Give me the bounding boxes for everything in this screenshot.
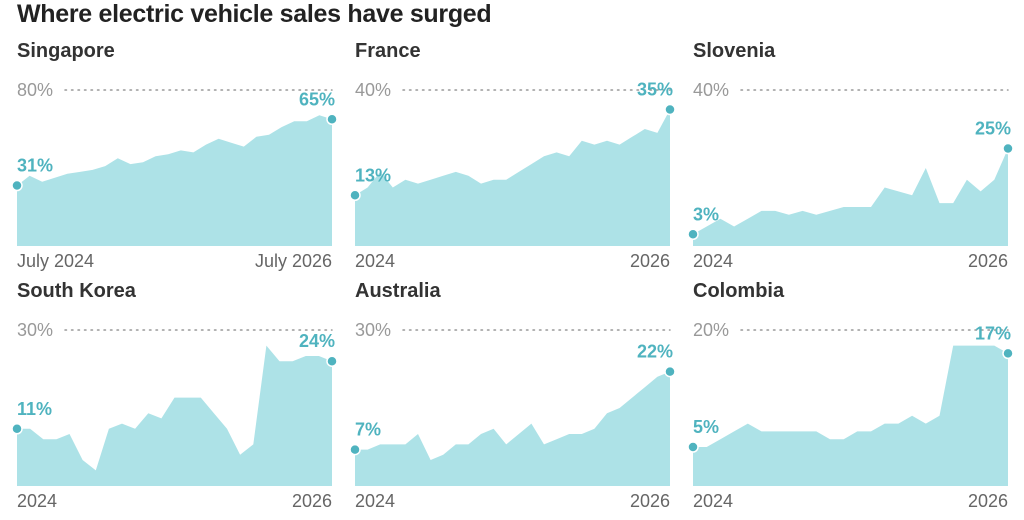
start-value-label: 3% bbox=[693, 204, 719, 224]
end-point bbox=[326, 355, 338, 367]
y-gridline-label: 40% bbox=[355, 80, 391, 100]
area-chart-australia: 30% 7% 22% 2024 2026 bbox=[349, 320, 676, 511]
start-point bbox=[687, 228, 699, 241]
x-tick-label: 2026 bbox=[968, 491, 1008, 511]
end-value-label: 35% bbox=[637, 80, 673, 100]
y-gridline-label: 20% bbox=[693, 320, 729, 340]
end-value-label: 25% bbox=[975, 119, 1011, 139]
chart-panel-slovenia: Slovenia 40% 3% 25% 2024 2026 bbox=[687, 40, 1023, 271]
end-point bbox=[664, 365, 676, 378]
area-chart-france: 40% 13% 35% 2024 2026 bbox=[349, 80, 676, 271]
end-point bbox=[664, 103, 676, 116]
chart-title: Colombia bbox=[693, 280, 785, 302]
x-tick-label: 2026 bbox=[630, 491, 670, 511]
end-value-label: 24% bbox=[299, 331, 335, 351]
area-chart-colombia: 20% 5% 17% 2024 2026 bbox=[687, 320, 1014, 511]
area-chart-slovenia: 40% 3% 25% 2024 2026 bbox=[687, 80, 1014, 271]
start-point bbox=[349, 189, 361, 202]
page-title: Where electric vehicle sales have surged bbox=[17, 0, 492, 28]
end-value-label: 22% bbox=[637, 342, 673, 362]
chart-title: South Korea bbox=[17, 280, 136, 302]
chart-title: Slovenia bbox=[693, 40, 776, 62]
chart-title: Australia bbox=[355, 280, 441, 302]
chart-panel-france: France 40% 13% 35% 2024 2026 bbox=[349, 40, 685, 271]
start-point bbox=[349, 443, 361, 456]
y-gridline-label: 40% bbox=[693, 80, 729, 100]
start-point bbox=[11, 423, 23, 435]
x-tick-label: 2024 bbox=[355, 251, 395, 271]
x-tick-label: July 2024 bbox=[17, 251, 94, 271]
chart-title: Singapore bbox=[17, 40, 115, 62]
chart-panel-australia: Australia 30% 7% 22% 2024 2026 bbox=[349, 280, 685, 511]
start-point bbox=[687, 441, 699, 453]
start-value-label: 5% bbox=[693, 417, 719, 437]
end-value-label: 17% bbox=[975, 323, 1011, 343]
data-area bbox=[17, 345, 332, 486]
data-area bbox=[17, 115, 332, 246]
start-value-label: 11% bbox=[17, 399, 52, 419]
x-tick-label: 2026 bbox=[968, 251, 1008, 271]
x-tick-label: 2024 bbox=[17, 491, 57, 511]
end-point bbox=[326, 113, 338, 125]
data-area bbox=[355, 371, 670, 486]
chart-panel-south-korea: South Korea 30% 11% 24% 2024 2026 bbox=[11, 280, 347, 511]
x-tick-label: July 2026 bbox=[255, 251, 332, 271]
y-gridline-label: 30% bbox=[355, 320, 391, 340]
x-tick-label: 2026 bbox=[630, 251, 670, 271]
chart-title: France bbox=[355, 40, 421, 62]
start-value-label: 7% bbox=[355, 420, 381, 440]
end-point bbox=[1002, 347, 1014, 360]
chart-panel-colombia: Colombia 20% 5% 17% 2024 2026 bbox=[687, 280, 1023, 511]
x-tick-label: 2024 bbox=[693, 251, 733, 271]
x-tick-label: 2024 bbox=[355, 491, 395, 511]
end-value-label: 65% bbox=[299, 89, 335, 109]
start-point bbox=[11, 179, 23, 192]
x-tick-label: 2024 bbox=[693, 491, 733, 511]
end-point bbox=[1002, 142, 1014, 155]
y-gridline-label: 80% bbox=[17, 80, 53, 100]
start-value-label: 31% bbox=[17, 156, 53, 176]
data-area bbox=[693, 345, 1008, 486]
start-value-label: 13% bbox=[355, 165, 391, 185]
chart-panel-singapore: Singapore 80% 31% 65% July 2024 July 2026 bbox=[11, 40, 347, 271]
area-chart-south-korea: 30% 11% 24% 2024 2026 bbox=[11, 320, 338, 511]
data-area bbox=[693, 148, 1008, 246]
x-tick-label: 2026 bbox=[292, 491, 332, 511]
y-gridline-label: 30% bbox=[17, 320, 53, 340]
data-area bbox=[355, 109, 670, 246]
area-chart-singapore: 80% 31% 65% July 2024 July 2026 bbox=[11, 80, 338, 271]
